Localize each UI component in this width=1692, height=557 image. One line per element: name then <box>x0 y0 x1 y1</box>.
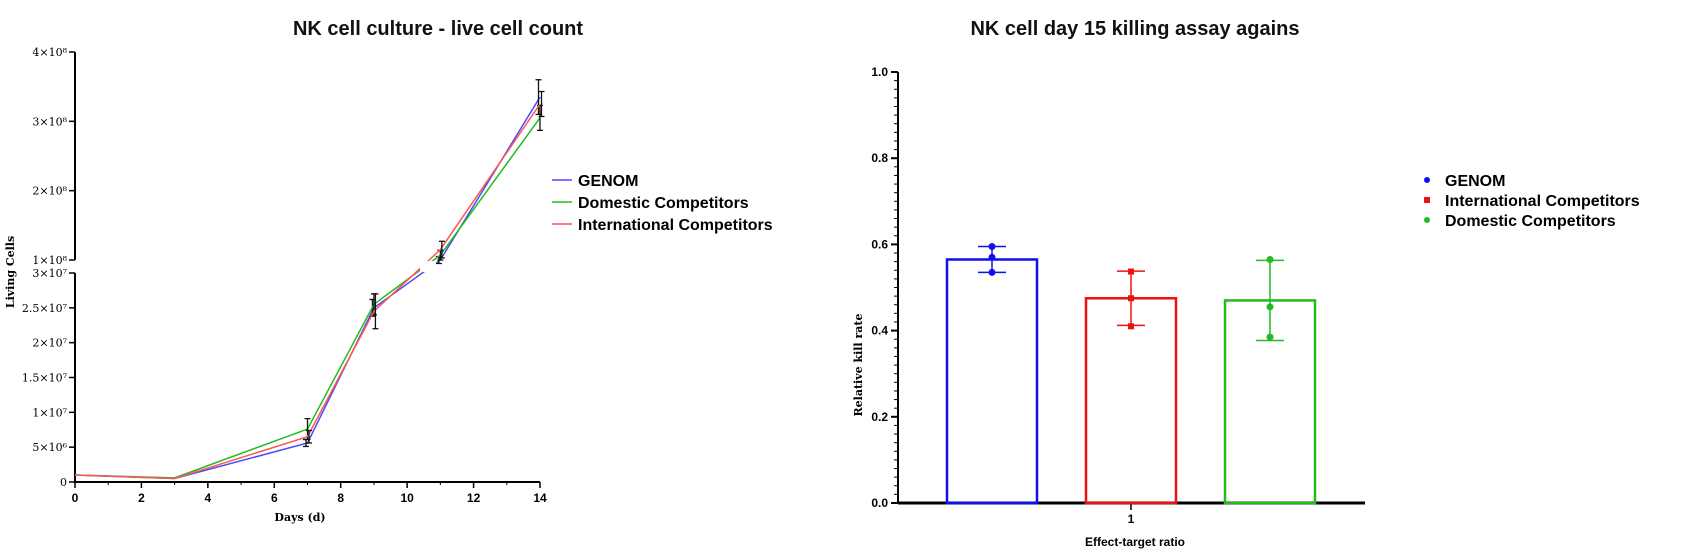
legend-marker-1 <box>1424 197 1430 203</box>
y-tick-label: 3×10⁷ <box>32 267 67 280</box>
y-tick-label: 4×10⁸ <box>32 46 67 59</box>
legend-label-1: Domestic Competitors <box>578 195 749 212</box>
y-tick-label: 1.0 <box>871 65 888 79</box>
x-tick-label: 2 <box>138 491 145 505</box>
x-tick-label: 14 <box>533 491 547 505</box>
legend-label-2: International Competitors <box>578 217 773 234</box>
x-tick-label: 8 <box>337 491 344 505</box>
bar-chart-legend: GENOM International Competitors Domestic C… <box>1424 173 1640 230</box>
legend-label-1: International Competitors <box>1445 193 1640 210</box>
y-tick-label: 5×10⁶ <box>32 441 67 454</box>
axis-break-gap <box>420 261 436 272</box>
line-chart-series <box>74 79 545 480</box>
series-line-2 <box>74 103 541 480</box>
line-chart-legend: GENOM Domestic Competitors International C… <box>552 173 773 234</box>
bar-chart: NK cell day 15 killing assay agains 0.00… <box>852 18 1640 549</box>
x-tick-label: 12 <box>467 491 481 505</box>
y-tick-label: 0.8 <box>871 151 888 165</box>
bar-0 <box>945 258 1039 505</box>
x-tick-label: 10 <box>400 491 414 505</box>
data-point-1 <box>1128 323 1134 330</box>
y-tick-label: 1×10⁸ <box>32 254 67 267</box>
legend-label-2: Domestic Competitors <box>1445 213 1616 230</box>
y-tick-label: 0 <box>60 476 67 489</box>
legend-label-0: GENOM <box>578 173 638 190</box>
bar-chart-axes: 0.0 0.2 0.4 0.6 0.8 1.0 1 <box>871 65 1365 526</box>
y-tick-label: 2×10⁸ <box>32 185 67 198</box>
y-tick-label: 0.2 <box>871 410 888 424</box>
x-tick-label: 6 <box>271 491 278 505</box>
data-point-2 <box>1266 333 1274 341</box>
data-point-2 <box>1266 255 1274 263</box>
data-point-2 <box>1266 303 1274 311</box>
line-chart-y-label: Living Cells <box>4 236 17 308</box>
y-tick-label: 0.0 <box>871 496 888 510</box>
x-tick-label: 0 <box>72 491 79 505</box>
line-chart-title: NK cell culture - live cell count <box>293 18 583 40</box>
bar-chart-x-label: Effect-target ratio <box>1085 535 1185 549</box>
y-tick-label: 3×10⁸ <box>32 115 67 128</box>
y-tick-label: 2×10⁷ <box>32 337 67 350</box>
data-point-1 <box>1128 268 1134 275</box>
line-chart-x-label: Days (d) <box>274 511 325 524</box>
y-tick-label: 0.4 <box>871 324 888 338</box>
x-tick-label: 4 <box>205 491 212 505</box>
x-tick-label: 1 <box>1128 512 1135 526</box>
legend-marker-2 <box>1424 217 1430 223</box>
y-tick-label: 1.5×10⁷ <box>22 372 68 385</box>
data-point-1 <box>1128 295 1134 302</box>
bar-chart-bars <box>945 243 1317 505</box>
legend-label-0: GENOM <box>1445 173 1505 190</box>
bar-chart-y-label: Relative kill rate <box>852 314 865 417</box>
line-chart: NK cell culture - live cell count 0 2 4 6 8 1… <box>4 18 773 524</box>
legend-marker-0 <box>1424 177 1430 183</box>
data-point-0 <box>988 253 996 261</box>
y-tick-label: 0.6 <box>871 237 888 251</box>
line-chart-axes: 0 2 4 6 8 10 12 14 0 5×10⁶ 1×10⁷ 1.5×10⁷ 2×10⁷ 2.5×10… <box>22 46 547 505</box>
y-tick-label: 2.5×10⁷ <box>22 302 68 315</box>
bar-chart-title: NK cell day 15 killing assay agains <box>970 18 1299 40</box>
y-tick-label: 1×10⁷ <box>32 406 67 419</box>
data-point-0 <box>988 268 996 276</box>
data-point-0 <box>988 243 996 251</box>
